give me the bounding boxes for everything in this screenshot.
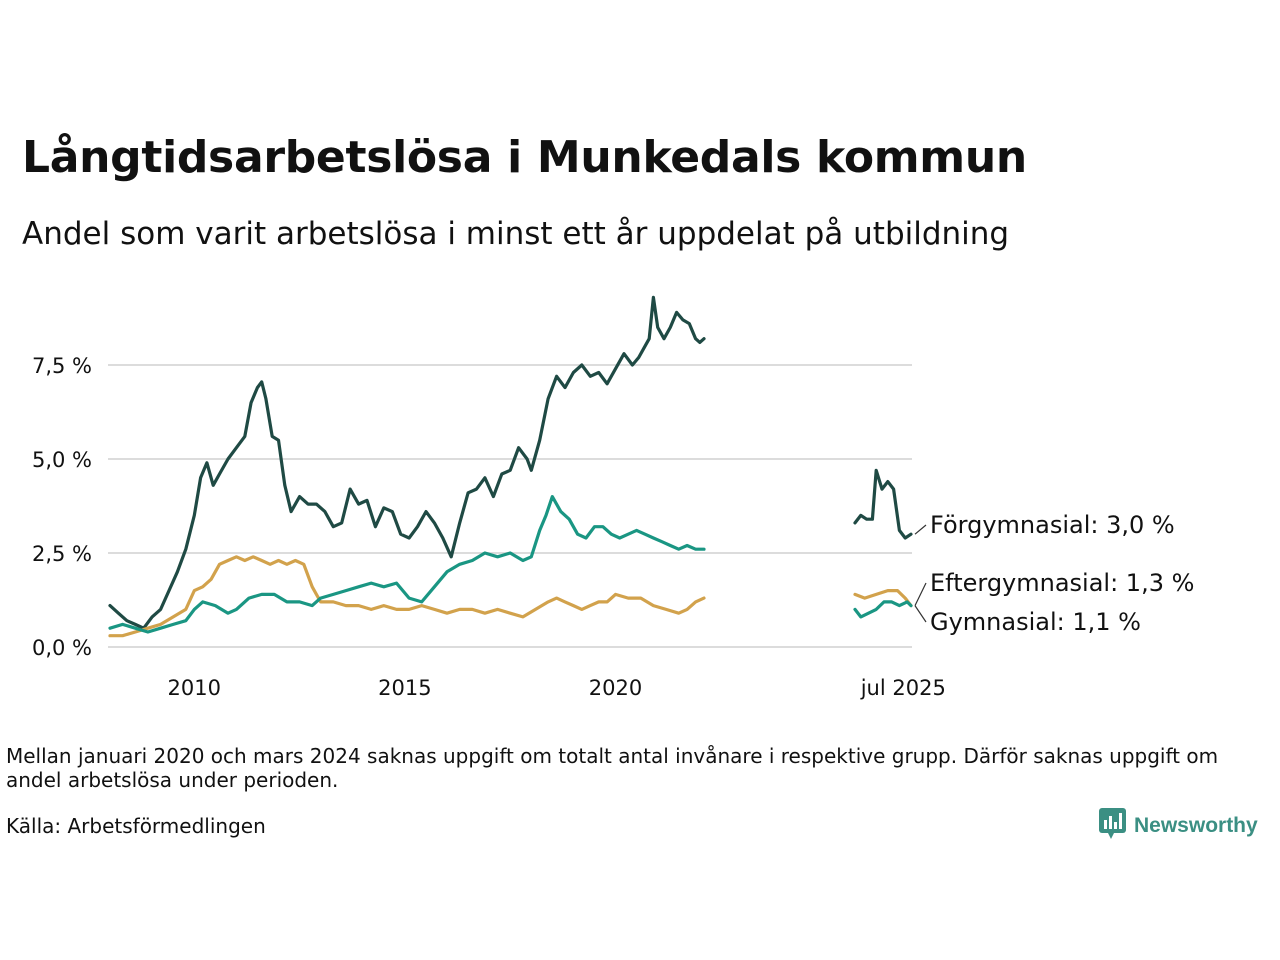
gridlines [108, 364, 912, 648]
end-labels: Förgymnasial: 3,0 % Eftergymnasial: 1,3 %… [914, 511, 1194, 636]
y-tick-label: 7,5 % [32, 354, 92, 378]
x-tick-label: 2010 [168, 676, 221, 700]
y-tick-label: 5,0 % [32, 448, 92, 472]
series-lines [108, 295, 913, 638]
series-line-eftergymnasial [853, 589, 913, 608]
x-tick-label: jul 2025 [860, 676, 946, 700]
chart-subtitle: Andel som varit arbetslösa i minst ett å… [22, 216, 1010, 252]
series-line-förgymnasial [853, 468, 913, 540]
y-tick-label: 2,5 % [32, 542, 92, 566]
bar-chart-icon [1099, 808, 1126, 843]
series-line-förgymnasial [108, 295, 706, 630]
label-leader-line [914, 524, 927, 535]
brand-name: Newsworthy [1134, 813, 1258, 837]
label-leader-line [914, 605, 927, 623]
series-line-eftergymnasial [108, 555, 706, 638]
label-leader-line [914, 582, 927, 606]
footnote: Mellan januari 2020 och mars 2024 saknas… [6, 744, 1219, 792]
source-note: Källa: Arbetsförmedlingen [6, 814, 266, 838]
series-end-label: Eftergymnasial: 1,3 % [930, 569, 1194, 597]
series-line-gymnasial [108, 495, 706, 634]
series-end-label: Gymnasial: 1,1 % [930, 608, 1141, 636]
x-axis-ticks: 2010 2015 2020 jul 2025 [168, 676, 946, 700]
y-tick-label: 0,0 % [32, 636, 92, 660]
y-axis-ticks: 0,0 % 2,5 % 5,0 % 7,5 % [32, 354, 92, 660]
newsworthy-logo: Newsworthy [1099, 808, 1258, 843]
line-chart: 0,0 % 2,5 % 5,0 % 7,5 % 2010 2015 2020 jul 202… [32, 295, 1194, 700]
chart-title: Långtidsarbetslösa i Munkedals kommun [22, 132, 1027, 183]
x-tick-label: 2015 [378, 676, 431, 700]
series-line-gymnasial [853, 600, 913, 619]
x-tick-label: 2020 [589, 676, 642, 700]
series-end-label: Förgymnasial: 3,0 % [930, 511, 1175, 539]
